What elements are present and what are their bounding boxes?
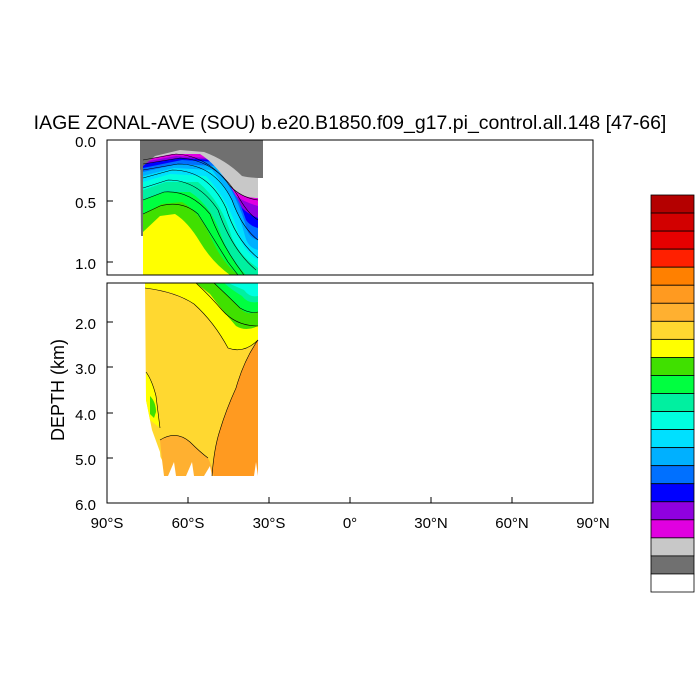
colorbar-swatch: [650, 483, 695, 503]
colorbar-swatch: [650, 465, 695, 485]
x-tick-label: 30°N: [414, 515, 448, 532]
contour-fill-cyan-lower: [228, 283, 258, 297]
colorbar-swatch: [650, 411, 695, 430]
y-tick-label: 0.5: [75, 195, 96, 212]
y-tick-label: 3.0: [75, 361, 96, 378]
colorbar-swatch: [650, 375, 695, 394]
x-axis: 90°S 60°S 30°S 0° 30°N 60°N 90°N: [91, 497, 610, 532]
colorbar-swatch: [650, 248, 695, 268]
colorbar: [650, 194, 695, 593]
x-tick-label: 90°S: [91, 515, 124, 532]
colorbar-swatch: [650, 266, 695, 286]
upper-panel: 0.0 0.5 1.0: [75, 134, 594, 276]
x-tick-label: 30°S: [253, 515, 286, 532]
lower-panel-contours: [144, 283, 259, 503]
lower-y-ticks: 2.0 3.0 4.0 5.0 6.0: [75, 316, 113, 514]
colorbar-swatch: [650, 302, 695, 322]
x-tick-label: 60°N: [495, 515, 529, 532]
upper-y-ticks: 0.0 0.5 1.0: [75, 134, 113, 273]
colorbar-swatch: [650, 447, 695, 467]
colorbar-swatch: [650, 194, 695, 214]
contour-fill-green-patch: [150, 396, 156, 418]
y-tick-label: 2.0: [75, 316, 96, 333]
colorbar-swatch: [650, 393, 695, 412]
y-tick-label: 1.0: [75, 256, 96, 273]
colorbar-swatch: [650, 537, 695, 557]
upper-panel-contours: [140, 140, 263, 275]
colorbar-swatch: [650, 212, 695, 232]
colorbar-swatch: [650, 429, 695, 449]
bathymetry-mask: [145, 440, 258, 503]
colorbar-swatch: [650, 501, 695, 521]
contour-fill-orange: [212, 340, 258, 476]
colorbar-swatch: [650, 338, 695, 358]
x-tick-label: 90°N: [576, 515, 610, 532]
x-tick-label: 60°S: [172, 515, 205, 532]
y-axis-label: DEPTH (km): [48, 339, 68, 441]
colorbar-swatch: [650, 519, 695, 539]
colorbar-swatch: [650, 320, 695, 340]
y-tick-label: 0.0: [75, 134, 96, 151]
land-mask-left: [140, 140, 143, 236]
upper-contour-lines: [142, 153, 259, 275]
chart-title: IAGE ZONAL-AVE (SOU) b.e20.B1850.f09_g17…: [34, 112, 667, 134]
contour-fill-gray: [140, 140, 263, 178]
colorbar-swatch: [650, 573, 695, 593]
upper-panel-frame: [106, 139, 594, 276]
colorbar-swatch: [650, 284, 695, 304]
y-tick-label: 6.0: [75, 497, 96, 514]
lower-contour-lines: [144, 283, 259, 477]
y-tick-label: 5.0: [75, 452, 96, 469]
colorbar-swatch: [650, 230, 695, 250]
y-tick-label: 4.0: [75, 407, 96, 424]
colorbar-swatch: [650, 357, 695, 376]
colorbar-swatch: [650, 555, 695, 575]
lower-panel: 2.0 3.0 4.0 5.0 6.0 90°S 60°S 30°S 0° 30…: [75, 282, 610, 532]
x-tick-label: 0°: [343, 515, 357, 532]
